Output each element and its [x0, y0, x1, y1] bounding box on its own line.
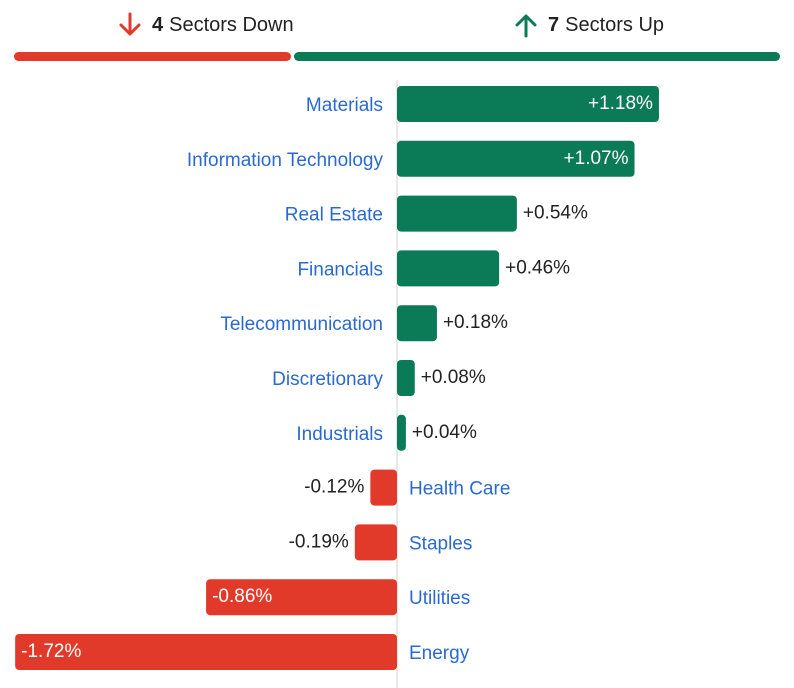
arrow-up-icon [515, 14, 537, 38]
arrow-down-icon [119, 12, 141, 36]
sectors-up-count: 7 [548, 13, 560, 36]
sector-label[interactable]: Utilities [409, 588, 470, 609]
sector-label[interactable]: Materials [306, 95, 383, 116]
sectors-up-ratio-bar [294, 52, 780, 61]
value-label: -0.19% [289, 531, 349, 552]
sector-label[interactable]: Health Care [409, 479, 510, 500]
sector-label[interactable]: Discretionary [272, 369, 383, 390]
sectors-down-summary: 4 Sectors Down [118, 12, 294, 38]
sector-label[interactable]: Financials [297, 259, 383, 280]
sectors-down-count: 4 [152, 13, 164, 36]
value-label: -0.12% [304, 477, 364, 498]
value-label: +1.18% [588, 93, 653, 114]
sector-label[interactable]: Energy [409, 643, 470, 664]
sector-label[interactable]: Information Technology [187, 150, 384, 171]
sectors-down-text: Sectors Down [169, 13, 294, 36]
value-label: +0.04% [412, 422, 477, 443]
bar-financials[interactable] [397, 250, 500, 287]
value-label: +0.18% [443, 312, 508, 333]
bar-energy[interactable] [15, 634, 397, 670]
value-label: +0.46% [505, 257, 570, 278]
sectors-down-ratio-bar [14, 52, 291, 61]
sector-label[interactable]: Real Estate [285, 205, 383, 226]
sector-label[interactable]: Telecommunication [220, 314, 383, 335]
bar-industrials[interactable] [397, 414, 406, 451]
value-label: +0.08% [421, 367, 486, 388]
bar-staples[interactable] [354, 524, 397, 561]
sectors-up-summary: 7 Sectors Up [514, 12, 664, 38]
bar-telecommunication[interactable] [397, 305, 437, 342]
bar-health-care[interactable] [370, 469, 397, 506]
bar-information-technology[interactable] [397, 140, 635, 177]
bar-utilities[interactable] [206, 579, 397, 616]
bar-discretionary[interactable] [397, 360, 415, 396]
value-label: +1.07% [564, 148, 629, 169]
sector-label[interactable]: Staples [409, 533, 472, 554]
sector-summary-header: 4 Sectors Down 7 Sectors Up [0, 0, 794, 70]
value-label: +0.54% [523, 203, 588, 224]
value-label: -1.72% [21, 641, 81, 662]
value-label: -0.86% [212, 586, 272, 607]
sector-label[interactable]: Industrials [296, 424, 383, 445]
sectors-up-text: Sectors Up [565, 13, 665, 36]
bar-real-estate[interactable] [397, 195, 517, 232]
bar-materials[interactable] [397, 86, 659, 122]
